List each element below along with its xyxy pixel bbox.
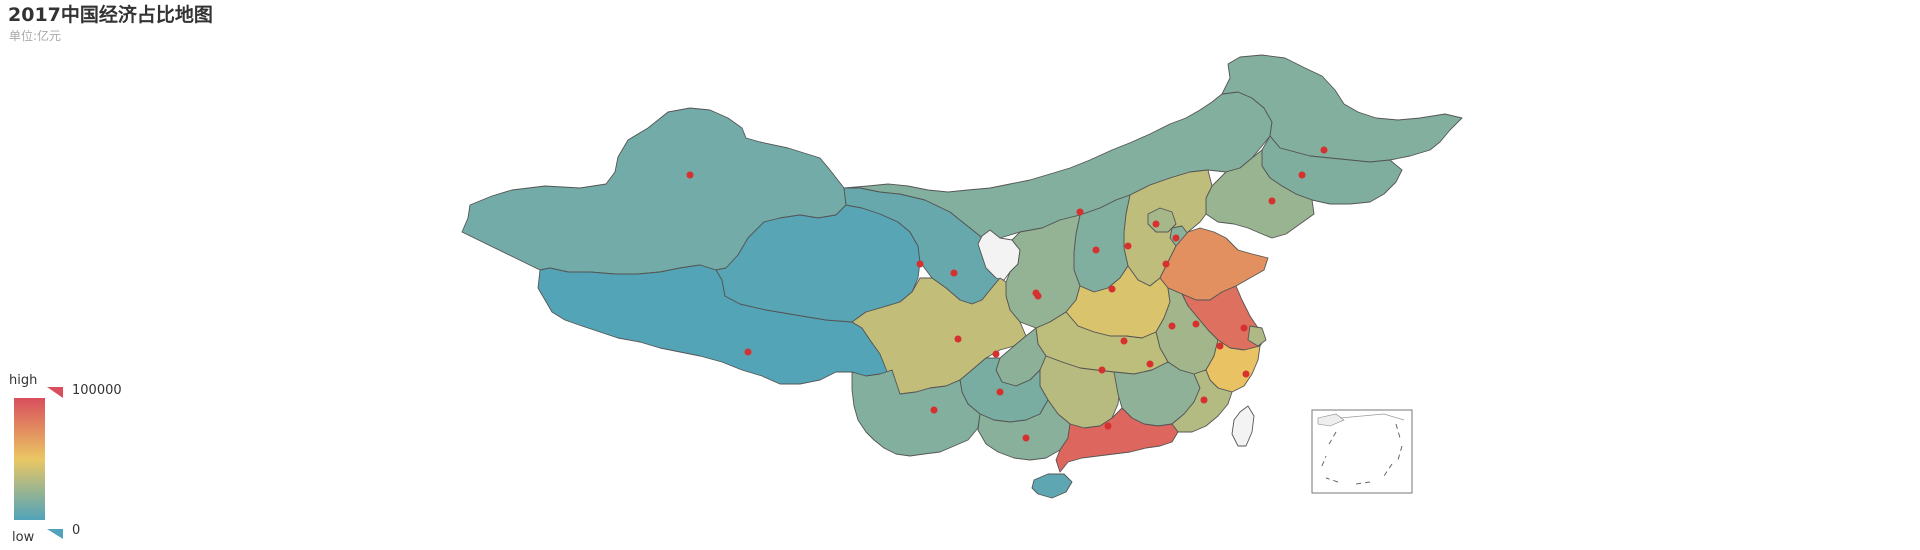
marker-chengdu[interactable] xyxy=(954,335,962,343)
marker-tianjin[interactable] xyxy=(1172,234,1180,242)
marker-fuzhou[interactable] xyxy=(1200,396,1208,404)
marker-xining[interactable] xyxy=(916,260,924,268)
city-markers xyxy=(686,146,1328,442)
marker-wuhan[interactable] xyxy=(1120,337,1128,345)
legend-low-label: low xyxy=(12,530,35,545)
legend-high-handle[interactable] xyxy=(47,387,63,398)
legend-max-value: 100000 xyxy=(72,383,122,398)
legend-low-handle[interactable] xyxy=(47,529,63,539)
marker-kunming[interactable] xyxy=(930,406,938,414)
map-subtitle: 单位:亿元 xyxy=(9,29,62,43)
marker-shanghai[interactable] xyxy=(1240,324,1248,332)
marker-guangzhou[interactable] xyxy=(1104,422,1112,430)
marker-hohhot[interactable] xyxy=(1076,208,1084,216)
marker-taiyuan[interactable] xyxy=(1092,246,1100,254)
visual-map-legend[interactable] xyxy=(14,387,63,539)
marker-xian[interactable] xyxy=(1034,292,1042,300)
province-hainan[interactable] xyxy=(1031,473,1073,499)
marker-shijiazhuang[interactable] xyxy=(1124,242,1132,250)
marker-changchun[interactable] xyxy=(1298,171,1306,179)
marker-zhengzhou[interactable] xyxy=(1108,285,1116,293)
marker-hefei[interactable] xyxy=(1168,322,1176,330)
marker-guiyang[interactable] xyxy=(996,388,1004,396)
legend-high-label: high xyxy=(9,373,38,388)
marker-nanchang[interactable] xyxy=(1146,360,1154,368)
legend-gradient-bar[interactable] xyxy=(14,398,45,520)
marker-lhasa[interactable] xyxy=(744,348,752,356)
south-china-sea-inset xyxy=(1311,409,1413,494)
province-liaoning[interactable] xyxy=(1205,149,1315,239)
marker-lanzhou[interactable] xyxy=(950,269,958,277)
marker-chongqing[interactable] xyxy=(992,350,1000,358)
marker-hangzhou[interactable] xyxy=(1216,342,1224,350)
marker-jinan[interactable] xyxy=(1162,260,1170,268)
marker-changsha[interactable] xyxy=(1098,366,1106,374)
marker-beijing[interactable] xyxy=(1152,220,1160,228)
marker-taipei[interactable] xyxy=(1242,370,1250,378)
marker-nanning[interactable] xyxy=(1022,434,1030,442)
marker-shenyang[interactable] xyxy=(1268,197,1276,205)
legend-min-value: 0 xyxy=(72,523,81,538)
province-yunnan[interactable] xyxy=(851,369,981,457)
province-taiwan[interactable] xyxy=(1231,405,1255,447)
map-title: 2017中国经济占比地图 xyxy=(8,4,213,26)
marker-nanjing[interactable] xyxy=(1192,320,1200,328)
province-shanghai[interactable] xyxy=(1247,325,1267,347)
province-guangdong[interactable] xyxy=(1055,407,1179,473)
marker-urumqi[interactable] xyxy=(686,171,694,179)
marker-harbin[interactable] xyxy=(1320,146,1328,154)
